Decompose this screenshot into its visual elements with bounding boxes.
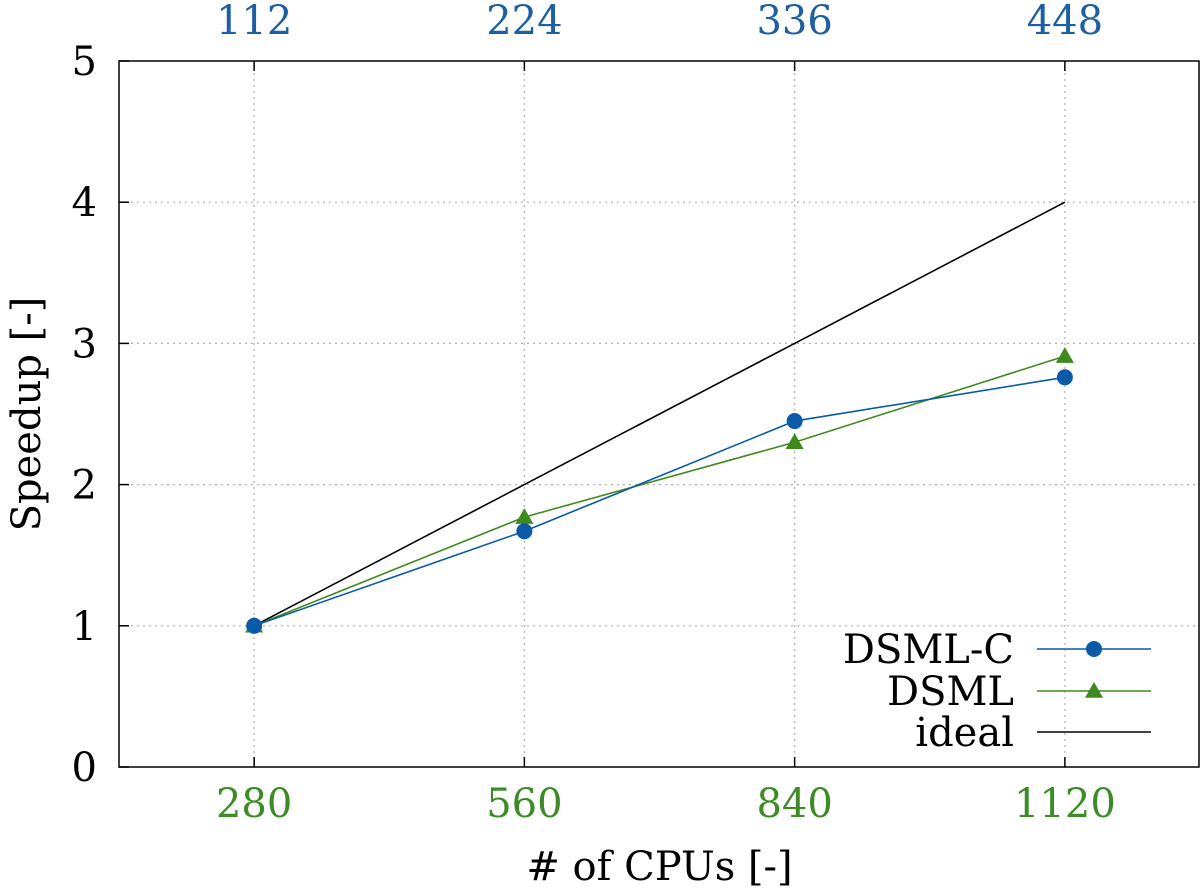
data-point xyxy=(785,433,804,449)
data-point xyxy=(515,508,534,524)
y-tick-label: 5 xyxy=(72,39,97,85)
x-tick-label-top: 224 xyxy=(486,0,562,44)
legend-label: DSML xyxy=(887,669,1014,715)
data-point xyxy=(1055,347,1074,363)
data-point xyxy=(516,523,533,540)
x-tick-label-bottom: 840 xyxy=(756,781,832,827)
legend-swatch-marker xyxy=(1086,641,1102,657)
x-tick-label-top: 448 xyxy=(1027,0,1103,44)
y-tick-label: 3 xyxy=(72,321,97,367)
y-tick-label: 1 xyxy=(72,604,97,650)
y-tick-label: 4 xyxy=(72,180,97,226)
x-tick-label-bottom: 280 xyxy=(216,781,292,827)
series-line xyxy=(253,201,1066,627)
plot-frame xyxy=(118,60,1200,768)
x-tick-label-bottom: 1120 xyxy=(1014,781,1116,827)
legend-item: DSML-C xyxy=(843,627,1151,673)
series-layer xyxy=(245,201,1074,634)
series-dsml xyxy=(245,347,1074,633)
legend-item: ideal xyxy=(915,710,1151,756)
legend-item: DSML xyxy=(887,669,1151,715)
tick-marks xyxy=(119,60,1066,768)
data-point xyxy=(786,413,803,430)
data-point xyxy=(1056,369,1073,386)
data-point xyxy=(246,617,263,634)
x-tick-label-bottom: 560 xyxy=(486,781,562,827)
y-tick-label: 0 xyxy=(72,745,97,791)
legend-swatch-marker xyxy=(1085,682,1103,698)
legend-label: ideal xyxy=(915,710,1014,756)
x-tick-label-top: 112 xyxy=(216,0,292,44)
series-dsml-c xyxy=(246,369,1073,634)
y-tick-label: 2 xyxy=(72,463,97,509)
x-tick-label-top: 336 xyxy=(756,0,832,44)
legend-label: DSML-C xyxy=(843,627,1014,673)
series-line xyxy=(253,376,1066,627)
tick-labels: 0 1 2 3 4 5 280 112 560 224 840 336 1120 448 xyxy=(72,0,1116,827)
series-ideal xyxy=(253,201,1066,627)
x-axis-title: # of CPUs [-] xyxy=(526,844,792,890)
y-axis-title: Speedup [-] xyxy=(4,297,50,532)
